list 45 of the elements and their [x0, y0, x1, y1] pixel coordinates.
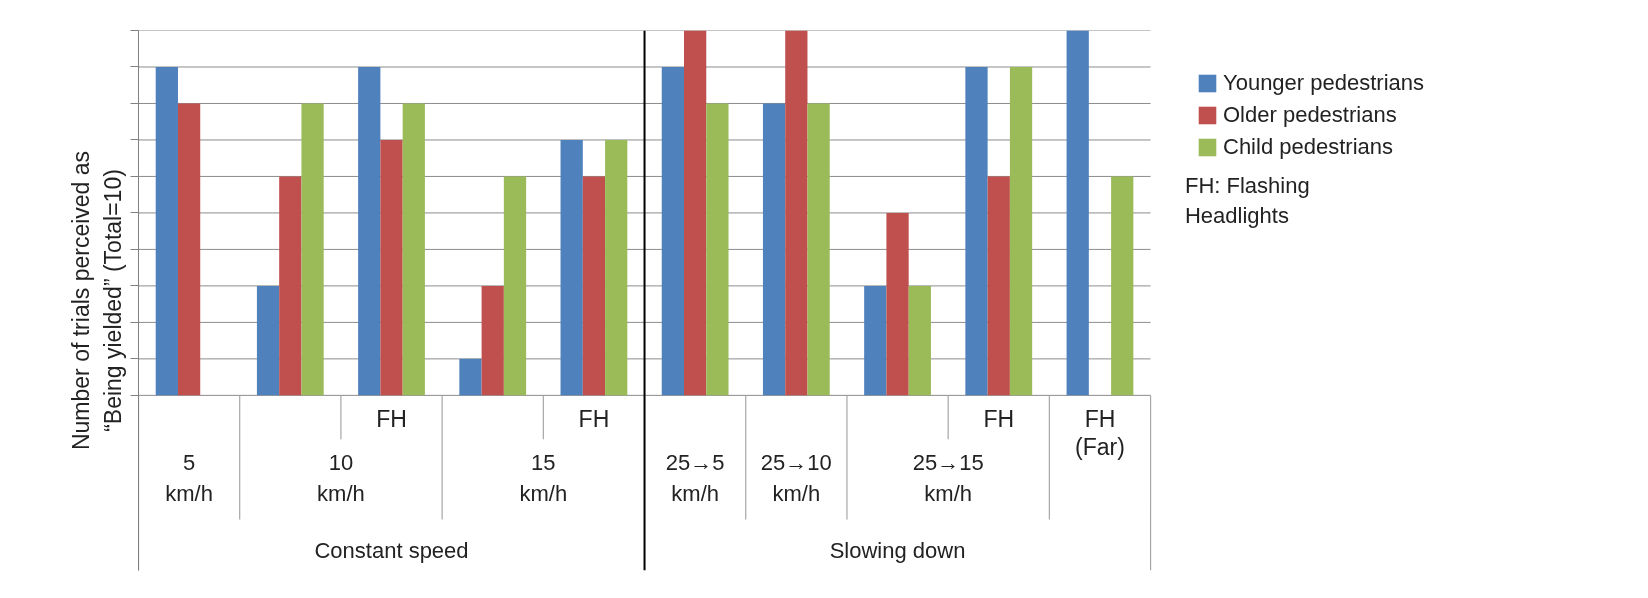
text: 25→5 km/h: [665, 450, 725, 507]
bar: [684, 30, 707, 396]
bar: [965, 66, 988, 396]
bar: [560, 139, 583, 396]
y-axis-title: Number of trials perceived as “Being yielded” (Total=10): [68, 150, 126, 451]
bar: [582, 176, 606, 396]
bar: [301, 103, 324, 396]
bar: [380, 139, 403, 396]
bar: [706, 103, 729, 396]
bar: [256, 285, 280, 396]
bar: [503, 176, 527, 396]
bar: [459, 358, 482, 396]
text: FH: Flashing Headlights: [1184, 172, 1310, 228]
bar: [1009, 66, 1033, 396]
text: 15 km/h: [519, 450, 568, 507]
x-tick-label: FH (Far): [1075, 406, 1125, 460]
bar: [279, 176, 302, 396]
text: 25→10 km/h: [760, 450, 832, 507]
bar: [177, 103, 201, 396]
bar: [762, 103, 786, 396]
text: Constant speed: [314, 537, 469, 563]
legend-label: Child pedestrians: [1223, 134, 1393, 160]
bar: [908, 285, 931, 396]
bar: [402, 103, 425, 396]
legend-label: Younger pedestrians: [1223, 70, 1425, 96]
legend-label: Older pedestrians: [1223, 102, 1397, 128]
bar: [987, 176, 1010, 396]
text: 10 km/h: [317, 450, 365, 507]
text: 5 km/h: [165, 450, 213, 507]
bar: [1111, 176, 1134, 396]
bar: [886, 212, 909, 396]
x-tick-label: FH: [983, 406, 1015, 433]
bar: [785, 30, 808, 396]
bar: [864, 285, 887, 396]
x-tick-label: FH: [578, 406, 610, 433]
text: 25→15 km/h: [912, 450, 984, 507]
bar: [605, 139, 628, 396]
bar: [1066, 30, 1089, 396]
bar: [807, 103, 830, 396]
bar: [358, 66, 381, 396]
x-tick-label: FH: [376, 406, 407, 433]
text: Slowing down: [829, 537, 966, 563]
bar: [481, 285, 504, 396]
bar: [661, 66, 685, 396]
bar: [155, 66, 178, 396]
